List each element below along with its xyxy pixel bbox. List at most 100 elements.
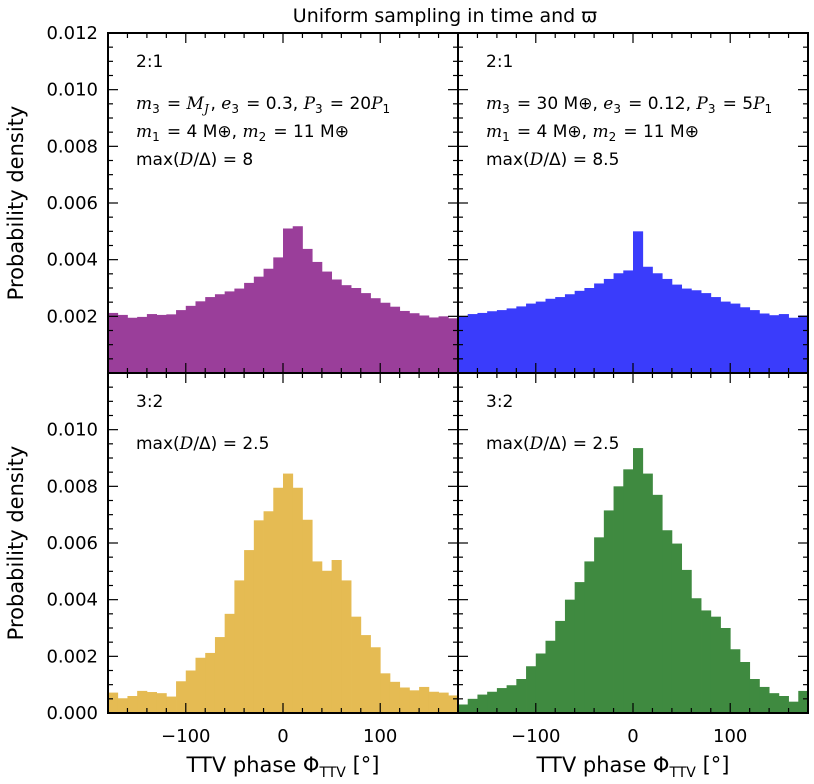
annotation-text: max(D/Δ) = 2.5	[486, 434, 619, 454]
panel-label: 3:2	[136, 392, 163, 412]
histogram-bar	[292, 487, 303, 713]
histogram-bar	[195, 657, 206, 713]
y-tick-label: 0.006	[46, 533, 98, 554]
histogram-bar	[205, 297, 216, 373]
histogram-bar	[516, 679, 527, 713]
panel-top-left: 0.002 0.004 0.006 0.008 0.010 0.012 2:1 m3 = MJ…	[46, 23, 459, 374]
histogram-bar	[778, 696, 789, 713]
histogram-bar	[458, 316, 469, 373]
histogram-bar	[594, 537, 605, 713]
histogram-bar	[594, 283, 605, 373]
histogram-bar	[214, 637, 226, 713]
histogram-bar	[496, 310, 508, 373]
histogram-bar	[117, 698, 128, 713]
histogram-bar	[263, 511, 274, 713]
histogram-bar	[574, 290, 585, 373]
histogram-bar	[283, 473, 294, 713]
histogram-bar	[399, 687, 410, 713]
y-tick-label: 0.006	[46, 193, 98, 214]
panel-label: 2:1	[486, 52, 513, 72]
histogram-bar	[244, 550, 255, 713]
x-tick-label: 100	[363, 726, 397, 747]
histogram-bar	[730, 649, 741, 713]
histogram-bar	[214, 294, 226, 373]
histogram-bar	[341, 580, 352, 713]
histogram-bar	[769, 693, 780, 713]
histogram-bar	[662, 530, 673, 713]
histogram-bar	[205, 652, 216, 713]
histogram-bar	[341, 285, 352, 373]
histogram-bar	[351, 616, 362, 713]
histogram-bar	[302, 248, 313, 373]
histogram-bar	[263, 268, 274, 373]
histogram-bar	[603, 278, 614, 373]
histogram-bar	[108, 692, 119, 713]
histogram-bar	[652, 494, 663, 713]
x-tick-label: 0	[277, 726, 288, 747]
histogram-bar	[127, 696, 138, 713]
histogram-bar	[370, 647, 381, 713]
histogram-bar	[448, 695, 459, 713]
histogram-bar	[535, 653, 546, 713]
histogram-bar	[399, 310, 410, 373]
histogram-bar	[146, 314, 158, 373]
histogram-bar	[389, 681, 401, 713]
histogram-bar	[467, 698, 478, 713]
annotation-text: max(D/Δ) = 2.5	[136, 434, 269, 454]
histogram-bar	[273, 257, 284, 373]
histogram-bar	[759, 686, 770, 713]
annotation-text: m3 = MJ , e3 = 0.3, P3 = 20P1	[136, 94, 392, 116]
histogram-bar	[555, 297, 566, 373]
panel-label: 3:2	[486, 392, 513, 412]
histogram-bar	[487, 691, 498, 713]
histogram-bar	[701, 610, 712, 713]
histogram-bar	[633, 448, 644, 713]
histogram-bar	[671, 284, 683, 373]
y-tick-label: 0.010	[46, 420, 98, 441]
histogram-bar	[788, 701, 799, 713]
histogram-bar	[710, 297, 721, 373]
panel-top-right: 2:1 m3 = 30 M⊕, e3 = 0.12, P3 = 5P1 m1 = …	[457, 32, 809, 374]
histogram-bar	[428, 317, 439, 373]
histogram-bar	[749, 679, 760, 713]
histogram-bar	[477, 694, 488, 713]
histogram-bar	[603, 510, 614, 713]
y-tick-label: 0.004	[46, 250, 98, 271]
histogram-bar	[253, 276, 264, 373]
histogram-bar	[234, 580, 245, 713]
histogram-bar	[759, 313, 770, 373]
histogram-bar	[477, 312, 488, 373]
histogram-bar	[117, 314, 128, 373]
histogram-bar	[506, 308, 517, 373]
histogram-bar	[720, 301, 731, 373]
histogram-bar	[564, 599, 576, 713]
histogram-bar	[739, 307, 751, 373]
histogram-bar	[788, 317, 799, 373]
x-tick-label: −100	[511, 726, 560, 747]
histogram-bar	[769, 315, 780, 373]
histogram-bar	[662, 278, 673, 373]
histogram-bar	[691, 290, 702, 373]
histogram-bar	[623, 270, 634, 373]
histogram-bar	[613, 273, 624, 373]
y-axis-label-top: Probability density	[4, 106, 28, 301]
panel-label: 2:1	[136, 52, 163, 72]
histogram-bar	[273, 487, 284, 713]
histogram-bar	[312, 261, 323, 373]
histogram-bar	[380, 302, 391, 373]
histogram-bar	[292, 226, 303, 373]
histogram-bar	[487, 311, 498, 373]
y-tick-label: 0.012	[46, 23, 98, 44]
histogram-bar	[137, 316, 148, 373]
histogram-bar	[428, 691, 439, 713]
histogram-bar	[166, 696, 177, 713]
histogram-bar	[312, 561, 323, 713]
histogram-bar	[681, 288, 692, 373]
annotation-text: max(D/Δ) = 8	[136, 150, 253, 170]
histogram-bar	[516, 306, 527, 373]
x-tick-label: 100	[713, 726, 747, 747]
histogram-bar	[360, 293, 371, 373]
y-tick-label: 0.008	[46, 476, 98, 497]
annotation-text: m1 = 4 M⊕, m2 = 11 M⊕	[136, 122, 349, 144]
